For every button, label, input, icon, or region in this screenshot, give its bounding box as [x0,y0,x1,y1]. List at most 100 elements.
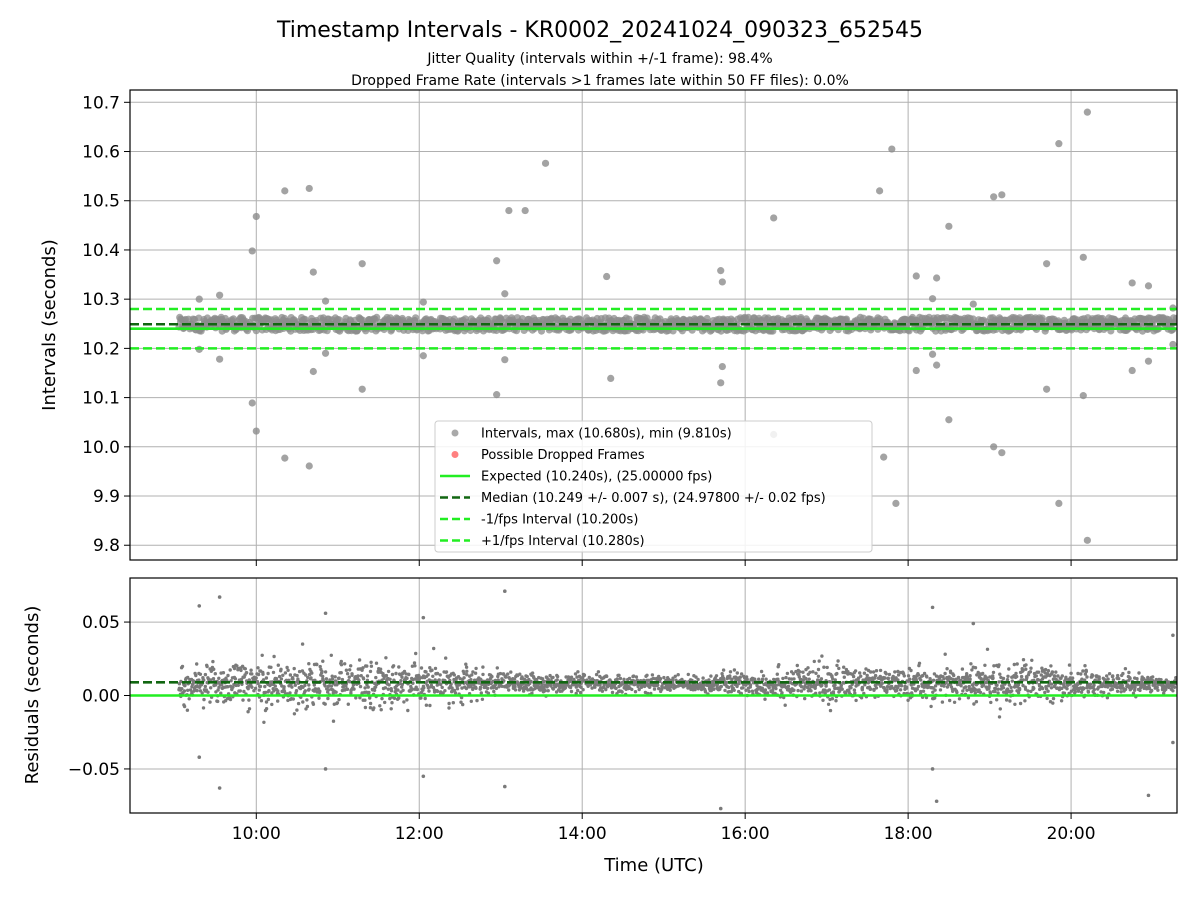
residual-point [478,685,483,690]
residual-point [1046,672,1050,676]
residuals-y-tick-label-0: −0.05 [68,760,120,780]
residual-point [317,696,321,700]
interval-outlier-point [1043,385,1051,393]
residual-point [744,688,748,692]
residual-point [753,677,757,681]
residual-point [792,688,796,692]
residual-point [358,696,362,700]
residual-point [637,687,641,692]
residual-point [842,665,846,669]
residual-point [579,685,583,689]
residual-point [801,670,805,674]
residual-point [323,670,328,674]
residual-point [921,689,926,693]
residual-point [997,680,1001,684]
residual-point [473,671,478,675]
residual-point [1050,670,1054,675]
residual-point [696,677,700,682]
residual-point [235,664,239,668]
residual-point [295,673,299,678]
interval-outlier-point [358,385,366,393]
residual-point [1070,676,1075,680]
residual-point [209,686,213,690]
residual-point [952,700,957,704]
residual-point [1115,685,1119,690]
residual-point [1171,689,1175,693]
interval-outlier-point [252,212,260,221]
residual-point [834,699,838,703]
residual-point [239,668,243,673]
residual-point [707,678,711,682]
residuals-y-axis-label: Residuals (seconds) [22,606,43,785]
legend-marker-1 [451,451,459,458]
residual-point [529,679,533,684]
residual-point [996,691,1000,695]
residual-point [694,675,698,679]
residuals-x-tick-label-0: 10:00 [232,824,281,844]
residual-point [995,698,999,702]
residual-point [305,698,309,702]
residual-point [1083,678,1087,682]
residual-point [1133,685,1137,690]
residual-point [563,686,568,690]
residual-point [266,671,270,676]
residual-point [186,688,190,692]
residual-point [232,666,237,671]
interval-outlier-point [880,453,888,461]
residual-point [435,689,440,694]
residual-point [425,683,430,687]
residual-point [1062,681,1066,686]
residual-point [1150,688,1154,693]
residual-point [1043,671,1047,675]
residual-point [465,669,469,673]
residual-point [1007,667,1011,671]
residual-point [1086,690,1091,694]
residual-point [384,673,389,678]
residual-point [906,674,911,678]
residual-point [985,676,989,680]
residual-point [896,669,900,674]
residual-point [412,661,417,665]
residual-point [513,685,517,689]
residual-point [985,647,990,651]
residual-point [1015,674,1019,679]
interval-outlier-point [501,290,509,298]
residual-point [452,673,456,677]
interval-point [373,313,381,321]
residual-point [836,659,840,663]
residual-point [369,664,374,668]
residual-point [1119,690,1123,694]
residual-point [993,689,997,694]
residual-point [915,687,919,691]
residual-point [182,704,187,709]
residual-point [1034,674,1039,678]
interval-point [412,314,420,322]
residuals-axes-frame [129,577,1178,814]
residual-point [365,674,370,678]
residual-point [600,689,605,693]
residuals-plot-area [130,589,1177,811]
residual-point [285,665,289,670]
interval-outlier-point [1055,140,1063,148]
residual-point [546,677,550,682]
interval-outlier-point [419,352,427,360]
residual-point [1081,669,1085,673]
residual-point [853,691,857,695]
residual-point [217,685,221,689]
interval-outlier-point [892,499,900,508]
residual-point [1029,666,1033,670]
residual-point [492,689,496,694]
residual-point [250,672,254,676]
interval-outlier-point [321,349,330,357]
legend-entry-2: Expected (10.240s), (25.00000 fps) [481,470,712,485]
residual-point [410,664,415,668]
residual-point [622,677,626,681]
residual-point [807,677,811,681]
residual-point [282,689,287,694]
residual-point [383,686,388,690]
residual-point [917,661,922,665]
interval-outlier-point [216,355,224,363]
residual-point [723,688,727,693]
residual-point [720,672,724,676]
residual-point [1106,677,1110,681]
